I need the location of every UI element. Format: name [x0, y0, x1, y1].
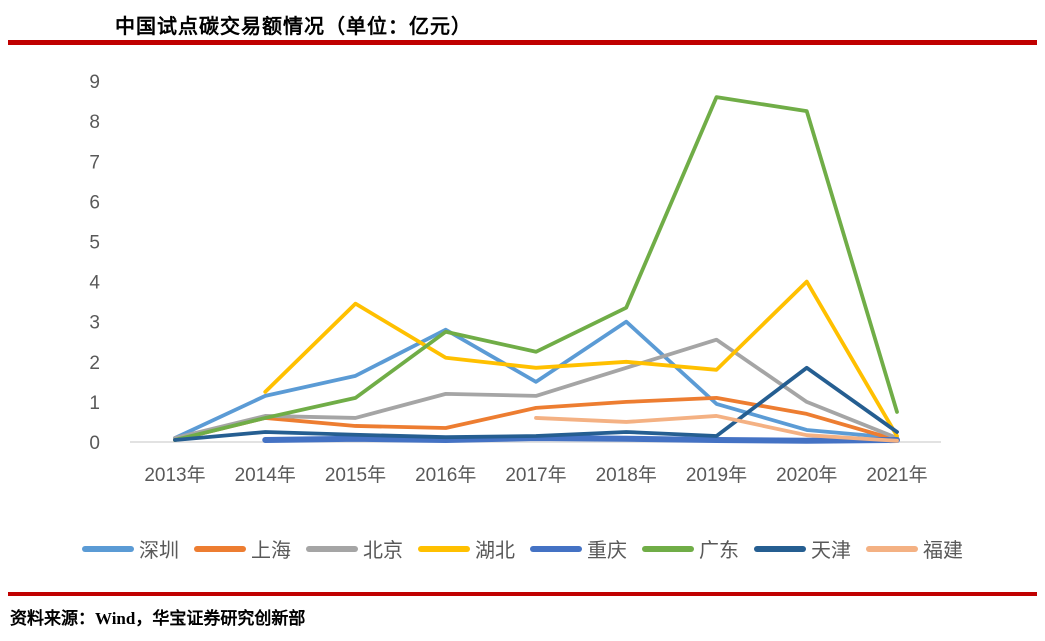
legend-swatch-guangdong [642, 545, 694, 552]
y-axis-tick-label: 1 [89, 393, 100, 414]
y-axis-tick-label: 4 [89, 273, 100, 294]
y-axis-tick-label: 6 [89, 192, 100, 213]
footer-rule [8, 592, 1037, 596]
legend-label-hubei: 湖北 [475, 540, 515, 562]
legend-item-tianjin: 天津 [754, 534, 851, 563]
y-axis-tick-label: 9 [89, 72, 100, 93]
y-axis-tick-label: 5 [89, 233, 100, 254]
legend-item-beijing: 北京 [306, 534, 403, 563]
legend-label-beijing: 北京 [363, 540, 403, 562]
title-rule [8, 40, 1037, 45]
series-line-fujian [534, 414, 899, 443]
legend-item-chongqing: 重庆 [530, 534, 627, 563]
legend-label-shenzhen: 深圳 [139, 540, 179, 562]
y-axis-tick-label: 3 [89, 313, 100, 334]
series-line-shanghai [173, 395, 899, 442]
x-axis-tick-label: 2020年 [776, 464, 837, 486]
y-axis-tick-label: 2 [89, 353, 100, 374]
legend-item-fujian: 福建 [866, 534, 963, 563]
series-line-guangdong [173, 95, 899, 442]
legend-swatch-chongqing [530, 545, 582, 552]
legend-swatch-shenzhen [82, 545, 134, 552]
legend-item-shanghai: 上海 [194, 534, 291, 563]
legend-item-hubei: 湖北 [418, 534, 515, 563]
y-axis-tick-label: 0 [89, 433, 100, 454]
source-note: 资料来源：Wind，华宝证券研究创新部 [10, 609, 306, 628]
legend-swatch-hubei [418, 545, 470, 552]
series-line-chongqing [262, 434, 900, 444]
legend-label-guangdong: 广东 [699, 540, 739, 562]
x-axis-tick-label: 2017年 [505, 464, 566, 486]
series-line-beijing [173, 337, 899, 440]
y-axis-tick-label: 7 [89, 152, 100, 173]
page-title: 中国试点碳交易额情况（单位：亿元） [115, 16, 472, 38]
x-axis-tick-label: 2021年 [866, 464, 927, 486]
x-axis-tick-label: 2014年 [235, 464, 296, 486]
series-line-hubei [263, 279, 899, 438]
x-axis-tick-label: 2013年 [144, 464, 205, 486]
x-axis-tick-label: 2018年 [596, 464, 657, 486]
series-line-shenzhen [173, 319, 899, 440]
legend-swatch-beijing [306, 545, 358, 552]
legend-item-guangdong: 广东 [642, 534, 739, 563]
legend-swatch-shanghai [194, 545, 246, 552]
x-axis-tick-label: 2016年 [415, 464, 476, 486]
chart-legend: 深圳 上海 北京 湖北 重庆 广东 天津 福建 [0, 534, 1045, 563]
legend-swatch-fujian [866, 545, 918, 552]
y-axis-tick-label: 8 [89, 112, 100, 133]
legend-label-chongqing: 重庆 [587, 540, 627, 562]
series-line-tianjin [173, 365, 899, 442]
legend-label-tianjin: 天津 [811, 540, 851, 562]
x-axis-tick-label: 2019年 [686, 464, 747, 486]
legend-item-shenzhen: 深圳 [82, 534, 179, 563]
legend-label-fujian: 福建 [923, 540, 963, 562]
legend-label-shanghai: 上海 [251, 540, 291, 562]
legend-swatch-tianjin [754, 545, 806, 552]
x-axis-tick-label: 2015年 [325, 464, 386, 486]
